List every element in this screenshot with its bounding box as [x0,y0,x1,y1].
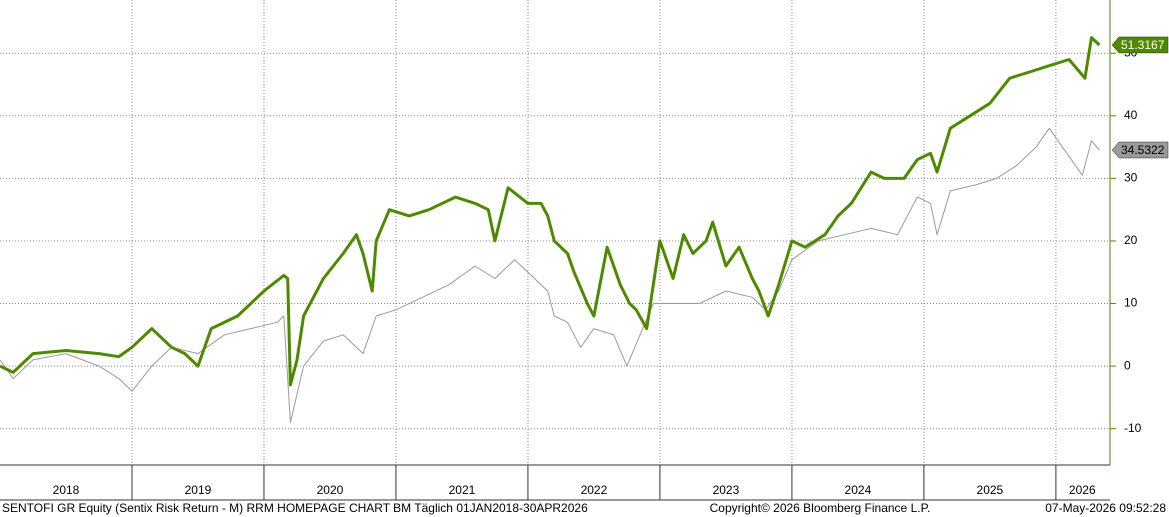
y-tick-label: 30 [1124,171,1138,185]
footer-left: SENTOFI GR Equity (Sentix Risk Return - … [2,501,588,515]
last-value-tag [1111,141,1169,159]
x-tick-label: 2022 [581,483,608,497]
x-tick-label: 2019 [185,483,212,497]
last-value-label: 51.3167 [1121,38,1165,52]
y-tick-label: -10 [1124,421,1142,435]
x-tick-label: 2024 [845,483,872,497]
x-tick-label: 2025 [977,483,1004,497]
y-tick-label: 40 [1124,108,1138,122]
series-line [0,36,1101,387]
last-value-label: 34.5322 [1121,143,1165,157]
y-tick-label: 0 [1124,358,1131,372]
footer-right: 07-May-2026 09:52:28 [1045,501,1166,515]
y-tick-label: 10 [1124,296,1138,310]
x-tick-label: 2021 [449,483,476,497]
x-tick-label: 2020 [317,483,344,497]
footer-center: Copyright© 2026 Bloomberg Finance L.P. [710,501,931,515]
x-tick-label: 2026 [1069,483,1096,497]
x-tick-label: 2018 [53,483,80,497]
y-tick-label: 20 [1124,233,1138,247]
series-line [0,127,1100,423]
x-tick-label: 2023 [713,483,740,497]
last-value-tag [1111,36,1169,54]
